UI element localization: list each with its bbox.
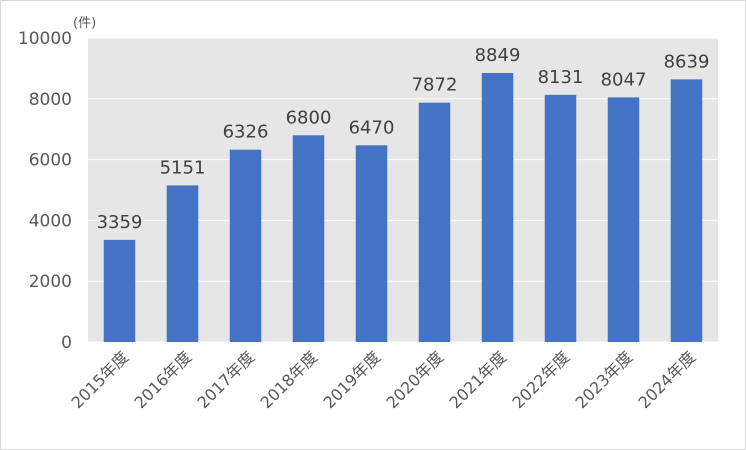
bar	[229, 149, 262, 342]
y-tick-label: 8000	[29, 90, 72, 110]
y-tick-label: 10000	[18, 29, 72, 49]
bar	[166, 185, 199, 342]
data-label: 6326	[223, 122, 269, 143]
data-label: 8849	[475, 45, 521, 66]
data-label: 8639	[664, 51, 710, 72]
bar	[418, 102, 451, 343]
data-label: 6470	[349, 117, 395, 138]
data-label: 8047	[601, 69, 647, 90]
x-tick-label: 2020年度	[382, 347, 447, 412]
bar	[481, 72, 514, 342]
data-label: 5151	[160, 157, 206, 178]
bars	[103, 72, 703, 343]
x-tick-label: 2024年度	[634, 347, 699, 412]
y-tick-label: 4000	[29, 211, 72, 231]
x-tick-label: 2015年度	[67, 347, 132, 412]
x-tick-label: 2019年度	[319, 347, 384, 412]
y-tick-label: 0	[61, 333, 72, 353]
x-axis: 2015年度2016年度2017年度2018年度2019年度2020年度2021…	[67, 347, 699, 412]
data-label: 7872	[412, 75, 458, 96]
x-tick-label: 2021年度	[445, 347, 510, 412]
data-labels: 3359 5151 6326 6800 6470 7872 8849 8131 8047 8639	[97, 45, 710, 233]
y-tick-label: 6000	[29, 151, 72, 171]
y-axis: 0 2000 4000 6000 8000 10000	[18, 29, 72, 353]
unit-label: (件)	[73, 16, 96, 31]
bar	[607, 97, 640, 342]
bar	[355, 145, 388, 342]
bar	[670, 79, 703, 343]
x-tick-label: 2017年度	[193, 347, 258, 412]
data-label: 6800	[286, 107, 332, 128]
bar	[544, 94, 577, 342]
y-tick-label: 2000	[29, 272, 72, 292]
x-tick-label: 2016年度	[130, 347, 195, 412]
data-label: 3359	[97, 212, 143, 233]
bar	[103, 239, 136, 342]
bar	[292, 135, 325, 342]
x-tick-label: 2023年度	[571, 347, 636, 412]
x-tick-label: 2022年度	[508, 347, 573, 412]
data-label: 8131	[538, 67, 584, 88]
x-tick-label: 2018年度	[256, 347, 321, 412]
